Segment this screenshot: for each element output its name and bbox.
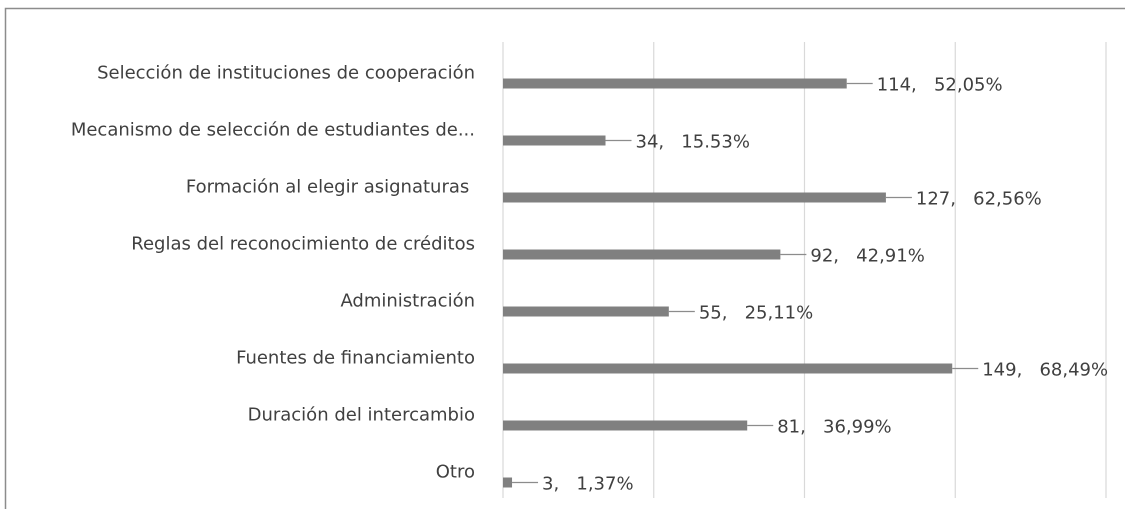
bar [503, 135, 606, 146]
data-label: 81, 36,99% [777, 417, 891, 438]
category-label: Fuentes de financiamiento [236, 348, 475, 369]
bar [503, 306, 669, 317]
bar [503, 249, 781, 260]
category-label: Mecanismo de selección de estudiantes de… [71, 120, 475, 141]
data-label: 149, 68,49% [982, 360, 1108, 381]
data-label: 55, 25,11% [699, 303, 813, 324]
category-label: Formación al elegir asignaturas [186, 177, 475, 198]
category-label: Otro [436, 462, 475, 483]
data-label: 34, 15.53% [636, 132, 750, 153]
data-label: 92, 42,91% [810, 246, 924, 267]
category-label: Selección de instituciones de cooperació… [97, 63, 475, 84]
bar [503, 192, 886, 203]
data-label: 3, 1,37% [542, 474, 634, 495]
data-label: 114, 52,05% [877, 75, 1003, 96]
category-label: Duración del intercambio [248, 405, 475, 426]
frame [4, 7, 1125, 509]
bar [503, 477, 513, 488]
category-label: Reglas del reconocimiento de créditos [131, 234, 475, 255]
category-label: Administración [340, 291, 475, 312]
bar [503, 363, 953, 374]
bar [503, 78, 847, 89]
data-label: 127, 62,56% [916, 189, 1042, 210]
bar [503, 420, 748, 431]
